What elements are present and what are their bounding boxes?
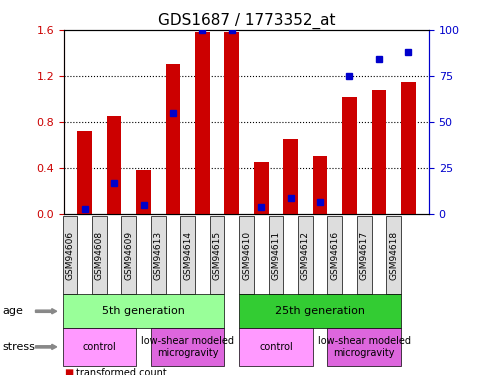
Bar <box>283 139 298 214</box>
Text: ■: ■ <box>64 368 73 375</box>
Text: GSM94613: GSM94613 <box>154 230 163 280</box>
Bar <box>313 156 327 214</box>
Bar <box>136 170 151 214</box>
Bar <box>342 97 357 214</box>
Text: GSM94618: GSM94618 <box>389 230 398 280</box>
Text: GSM94611: GSM94611 <box>272 230 281 280</box>
Bar <box>77 131 92 214</box>
Bar <box>401 82 416 214</box>
Text: age: age <box>2 306 23 316</box>
Bar <box>195 32 210 214</box>
Text: 25th generation: 25th generation <box>275 306 365 316</box>
Text: transformed count: transformed count <box>76 368 167 375</box>
Text: low-shear modeled
microgravity: low-shear modeled microgravity <box>317 336 411 358</box>
Text: GSM94609: GSM94609 <box>124 230 133 280</box>
Bar <box>372 90 386 214</box>
Text: GSM94610: GSM94610 <box>242 230 251 280</box>
Text: GSM94615: GSM94615 <box>212 230 221 280</box>
Bar <box>107 116 121 214</box>
Text: GSM94612: GSM94612 <box>301 231 310 279</box>
Text: GSM94617: GSM94617 <box>360 230 369 280</box>
Bar <box>254 162 269 214</box>
Text: GSM94608: GSM94608 <box>95 230 104 280</box>
Text: GSM94614: GSM94614 <box>183 231 192 279</box>
Title: GDS1687 / 1773352_at: GDS1687 / 1773352_at <box>158 12 335 28</box>
Bar <box>166 64 180 214</box>
Text: GSM94606: GSM94606 <box>66 230 74 280</box>
Text: stress: stress <box>2 342 35 352</box>
Text: 5th generation: 5th generation <box>102 306 185 316</box>
Text: control: control <box>259 342 293 352</box>
Text: low-shear modeled
microgravity: low-shear modeled microgravity <box>141 336 234 358</box>
Bar <box>224 32 239 214</box>
Text: control: control <box>82 342 116 352</box>
Text: GSM94616: GSM94616 <box>330 230 339 280</box>
